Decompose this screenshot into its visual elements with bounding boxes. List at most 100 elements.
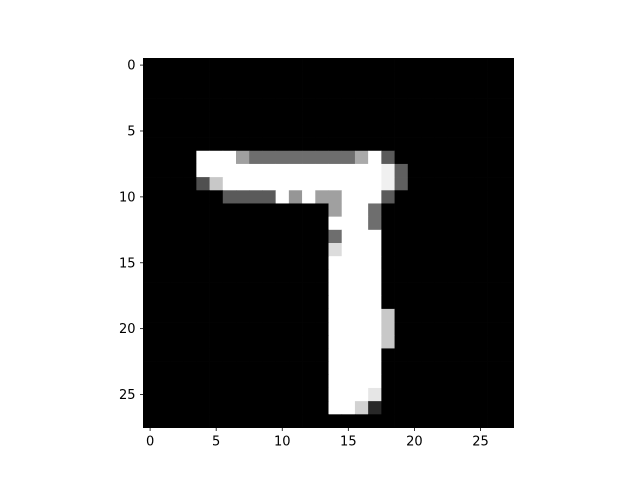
pixel-cell: [222, 216, 237, 231]
pixel-cell: [473, 295, 488, 310]
pixel-cell: [421, 348, 435, 362]
pixel-cell: [236, 401, 250, 415]
pixel-cell: [328, 216, 343, 231]
pixel-cell: [381, 308, 395, 323]
pixel-cell: [407, 269, 422, 283]
pixel-cell: [368, 98, 382, 112]
pixel-cell: [315, 124, 329, 138]
pixel-cell: [394, 150, 409, 165]
pixel-cell: [341, 71, 356, 86]
pixel-cell: [315, 269, 329, 283]
pixel-cell: [156, 374, 171, 389]
pixel-cell: [381, 322, 395, 336]
pixel-cell: [249, 216, 263, 231]
pixel-cell: [156, 84, 171, 99]
pixel-cell: [209, 348, 224, 362]
pixel-cell: [394, 322, 409, 336]
pixel-cell: [275, 322, 290, 336]
pixel-cell: [500, 71, 514, 86]
pixel-cell: [460, 137, 475, 152]
pixel-cell: [500, 111, 514, 125]
pixel-cell: [434, 98, 448, 112]
pixel-cell: [262, 58, 276, 73]
pixel-cell: [169, 387, 184, 402]
pixel-cell: [328, 58, 343, 73]
pixel-cell: [460, 177, 475, 191]
pixel-cell: [487, 295, 501, 310]
pixel-cell: [500, 374, 514, 389]
pixel-cell: [487, 308, 501, 323]
pixel-cell: [341, 229, 356, 244]
pixel-cell: [500, 124, 514, 138]
pixel-cell: [473, 374, 488, 389]
pixel-cell: [368, 361, 382, 376]
pixel-cell: [143, 58, 158, 73]
pixel-cell: [183, 295, 197, 310]
pixel-cell: [434, 414, 448, 428]
pixel-cell: [421, 282, 435, 297]
pixel-cell: [143, 269, 158, 283]
pixel-cell: [328, 322, 343, 336]
pixel-cell: [143, 150, 158, 165]
pixel-cell: [249, 84, 263, 99]
pixel-cell: [368, 177, 382, 191]
x-tick-label: 0: [146, 435, 154, 450]
pixel-cell: [434, 177, 448, 191]
axes-frame: [143, 58, 514, 428]
pixel-cell: [407, 177, 422, 191]
pixel-cell: [249, 150, 263, 165]
pixel-cell: [368, 322, 382, 336]
pixel-cell: [169, 98, 184, 112]
pixel-cell: [315, 98, 329, 112]
pixel-cell: [249, 308, 263, 323]
pixel-cell: [196, 203, 210, 217]
pixel-cell: [447, 137, 461, 152]
pixel-cell: [156, 401, 171, 415]
pixel-cell: [394, 137, 409, 152]
pixel-cell: [262, 243, 276, 257]
pixel-cell: [262, 190, 276, 204]
pixel-cell: [249, 269, 263, 283]
pixel-cell: [500, 216, 514, 231]
pixel-cell: [196, 322, 210, 336]
pixel-cell: [156, 58, 171, 73]
pixel-cell: [341, 111, 356, 125]
pixel-cell: [275, 348, 290, 362]
pixel-cell: [288, 84, 303, 99]
pixel-cell: [143, 98, 158, 112]
pixel-cell: [381, 295, 395, 310]
pixel-cell: [434, 203, 448, 217]
pixel-cell: [407, 190, 422, 204]
pixel-cell: [500, 295, 514, 310]
pixel-cell: [222, 84, 237, 99]
pixel-cell: [500, 269, 514, 283]
pixel-cell: [262, 282, 276, 297]
pixel-cell: [500, 150, 514, 165]
pixel-cell: [302, 401, 316, 415]
pixel-cell: [249, 282, 263, 297]
pixel-cell: [275, 401, 290, 415]
pixel-cell: [196, 177, 210, 191]
pixel-cell: [394, 401, 409, 415]
pixel-cell: [275, 98, 290, 112]
pixel-cell: [262, 84, 276, 99]
pixel-cell: [341, 335, 356, 349]
x-axis: 0 5 10 15 20 25: [146, 427, 489, 450]
pixel-cell: [407, 256, 422, 270]
pixel-cell: [381, 414, 395, 428]
pixel-cell: [288, 374, 303, 389]
y-tick-label: 15: [119, 256, 136, 271]
pixel-cell: [487, 229, 501, 244]
pixel-cell: [302, 348, 316, 362]
pixel-cell: [460, 84, 475, 99]
pixel-cell: [236, 256, 250, 270]
pixel-cell: [169, 243, 184, 257]
pixel-cell: [368, 335, 382, 349]
pixel-cell: [368, 190, 382, 204]
pixel-cell: [341, 282, 356, 297]
pixel-cell: [368, 414, 382, 428]
pixel-cell: [156, 111, 171, 125]
pixel-cell: [196, 216, 210, 231]
pixel-cell: [434, 190, 448, 204]
pixel-cell: [473, 256, 488, 270]
